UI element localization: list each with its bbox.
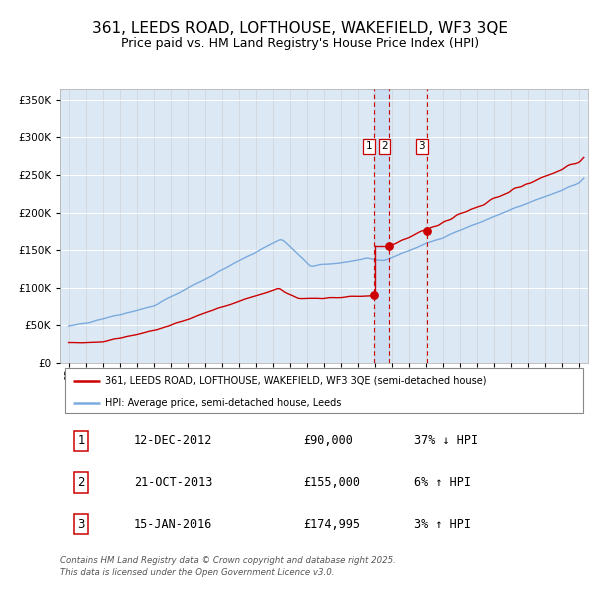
Text: 12-DEC-2012: 12-DEC-2012 bbox=[134, 434, 212, 447]
Text: 361, LEEDS ROAD, LOFTHOUSE, WAKEFIELD, WF3 3QE: 361, LEEDS ROAD, LOFTHOUSE, WAKEFIELD, W… bbox=[92, 21, 508, 35]
Text: £90,000: £90,000 bbox=[303, 434, 353, 447]
Text: 3% ↑ HPI: 3% ↑ HPI bbox=[414, 517, 471, 530]
Bar bbox=[374, 88, 389, 363]
Text: 37% ↓ HPI: 37% ↓ HPI bbox=[414, 434, 478, 447]
FancyBboxPatch shape bbox=[65, 368, 583, 414]
Point bbox=[384, 242, 394, 251]
Text: 3: 3 bbox=[77, 517, 85, 530]
Text: HPI: Average price, semi-detached house, Leeds: HPI: Average price, semi-detached house,… bbox=[105, 398, 341, 408]
Text: 361, LEEDS ROAD, LOFTHOUSE, WAKEFIELD, WF3 3QE (semi-detached house): 361, LEEDS ROAD, LOFTHOUSE, WAKEFIELD, W… bbox=[105, 376, 487, 386]
Text: 2: 2 bbox=[381, 142, 388, 152]
Text: 1: 1 bbox=[77, 434, 85, 447]
Text: 2: 2 bbox=[77, 476, 85, 489]
Text: 15-JAN-2016: 15-JAN-2016 bbox=[134, 517, 212, 530]
Point bbox=[370, 290, 379, 300]
Point bbox=[422, 227, 431, 236]
Text: 1: 1 bbox=[366, 142, 373, 152]
Text: £155,000: £155,000 bbox=[303, 476, 360, 489]
Text: 21-OCT-2013: 21-OCT-2013 bbox=[134, 476, 212, 489]
Text: 6% ↑ HPI: 6% ↑ HPI bbox=[414, 476, 471, 489]
Text: 3: 3 bbox=[419, 142, 425, 152]
Text: Price paid vs. HM Land Registry's House Price Index (HPI): Price paid vs. HM Land Registry's House … bbox=[121, 37, 479, 50]
Text: £174,995: £174,995 bbox=[303, 517, 360, 530]
Text: Contains HM Land Registry data © Crown copyright and database right 2025.
This d: Contains HM Land Registry data © Crown c… bbox=[60, 556, 396, 577]
